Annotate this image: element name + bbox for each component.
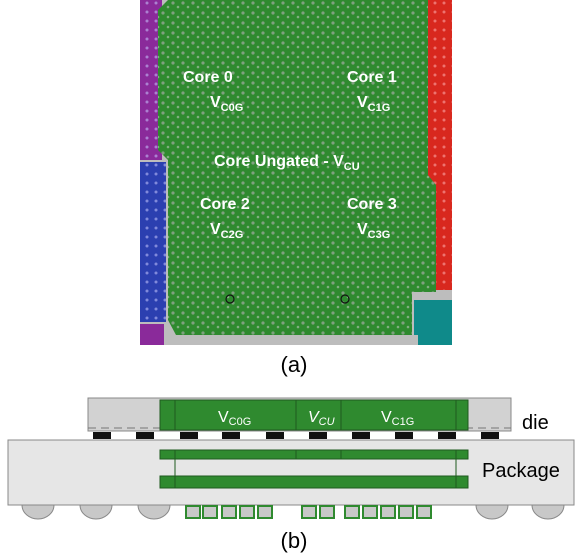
cross-section-panel: VC0G VCU VC1G die Package <box>7 397 575 520</box>
floorplan-panel: Core 0 VC0G Core 1 VC1G Core Ungated - V… <box>140 0 452 345</box>
package-plane-2 <box>159 475 469 489</box>
core3-label: Core 3 <box>347 196 397 213</box>
decap-array <box>185 505 432 519</box>
package-plane-1 <box>159 449 469 460</box>
rail-vc0g: VC0G <box>218 409 251 428</box>
rail-vcu: VCU <box>308 409 335 428</box>
caption-a: (a) <box>281 352 308 377</box>
core3-voltage: VC3G <box>357 221 390 241</box>
die-label: die <box>522 412 549 434</box>
caption-b: (b) <box>281 528 308 553</box>
die-rails <box>159 399 469 431</box>
c4-bumps <box>93 432 499 439</box>
teal-domain <box>414 300 452 345</box>
core0-label: Core 0 <box>183 69 233 86</box>
core0-voltage: VC0G <box>210 94 243 114</box>
ungated-label: Core Ungated - VCU <box>214 153 360 173</box>
core2-voltage: VC2G <box>210 221 243 241</box>
solder-balls <box>21 504 565 520</box>
core1-label: Core 1 <box>347 69 397 86</box>
rail-vc1g: VC1G <box>381 409 414 428</box>
package-label: Package <box>482 460 560 482</box>
core1-voltage: VC1G <box>357 94 390 114</box>
core2-label: Core 2 <box>200 196 250 213</box>
